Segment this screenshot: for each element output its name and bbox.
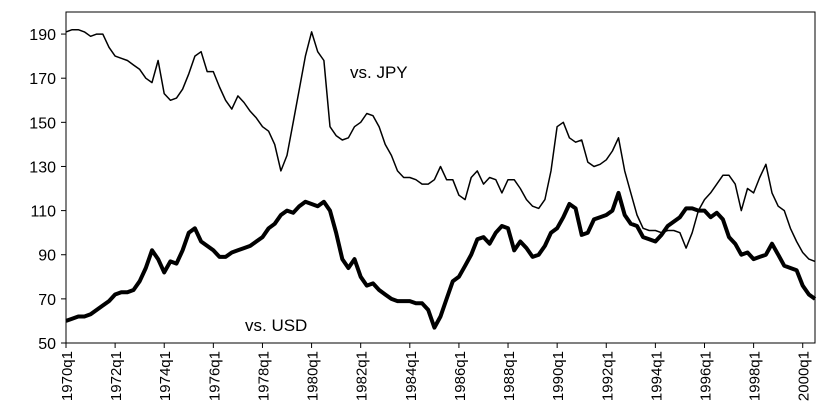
plot-frame — [65, 11, 816, 344]
series-line — [65, 190, 817, 330]
y-tick-label: 70 — [38, 292, 56, 309]
x-tick-label: 1970q1 — [59, 351, 76, 401]
y-tick-label: 50 — [38, 336, 56, 353]
x-tick-label: 1986q1 — [452, 351, 469, 401]
x-tick-label: 1998q1 — [747, 351, 764, 401]
series-line — [65, 28, 816, 263]
x-tick-label: 1974q1 — [157, 351, 174, 401]
x-tick-label: 1972q1 — [108, 351, 125, 401]
y-tick-label: 110 — [30, 204, 56, 221]
x-tick-label: 1996q1 — [697, 351, 714, 401]
x-tick-label: 2000q1 — [796, 351, 813, 401]
x-tick-label: 1988q1 — [501, 351, 518, 401]
x-tick-label: 1992q1 — [599, 351, 616, 401]
series-annotation: vs. JPY — [350, 63, 408, 82]
y-tick-label: 130 — [29, 159, 56, 176]
x-tick-label: 1994q1 — [648, 351, 665, 401]
x-tick-label: 1982q1 — [354, 351, 371, 401]
y-tick-label: 150 — [29, 115, 56, 132]
y-tick-label: 170 — [29, 71, 56, 88]
x-tick-label: 1990q1 — [550, 351, 567, 401]
y-tick-label: 190 — [29, 27, 56, 44]
y-tick-label: 90 — [38, 248, 56, 265]
x-tick-label: 1978q1 — [255, 351, 272, 401]
x-tick-label: 1980q1 — [305, 351, 322, 401]
x-tick-label: 1976q1 — [206, 351, 223, 401]
x-tick-label: 1984q1 — [403, 351, 420, 401]
series-annotation: vs. USD — [245, 316, 307, 335]
